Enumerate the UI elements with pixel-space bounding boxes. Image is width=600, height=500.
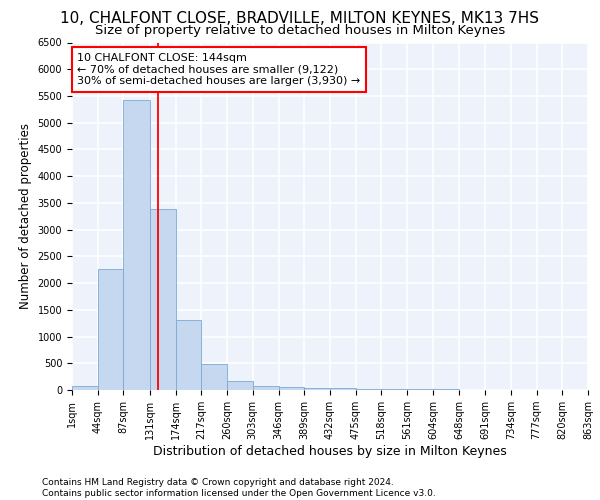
Text: Size of property relative to detached houses in Milton Keynes: Size of property relative to detached ho… [95,24,505,37]
Bar [253,386,278,390]
Bar [124,100,150,390]
Text: 10 CHALFONT CLOSE: 144sqm
← 70% of detached houses are smaller (9,122)
30% of se: 10 CHALFONT CLOSE: 144sqm ← 70% of detac… [77,53,361,86]
Bar [407,389,433,390]
Bar [278,387,304,390]
Bar [72,386,98,390]
Bar [382,389,407,390]
Bar [150,209,176,390]
Text: 10, CHALFONT CLOSE, BRADVILLE, MILTON KEYNES, MK13 7HS: 10, CHALFONT CLOSE, BRADVILLE, MILTON KE… [61,11,539,26]
X-axis label: Distribution of detached houses by size in Milton Keynes: Distribution of detached houses by size … [153,445,507,458]
Bar [304,388,330,390]
Bar [98,268,124,390]
Bar [330,388,356,390]
Bar [356,388,382,390]
Bar [176,320,201,390]
Y-axis label: Number of detached properties: Number of detached properties [19,123,32,309]
Text: Contains HM Land Registry data © Crown copyright and database right 2024.
Contai: Contains HM Land Registry data © Crown c… [42,478,436,498]
Bar [201,364,227,390]
Bar [227,382,253,390]
